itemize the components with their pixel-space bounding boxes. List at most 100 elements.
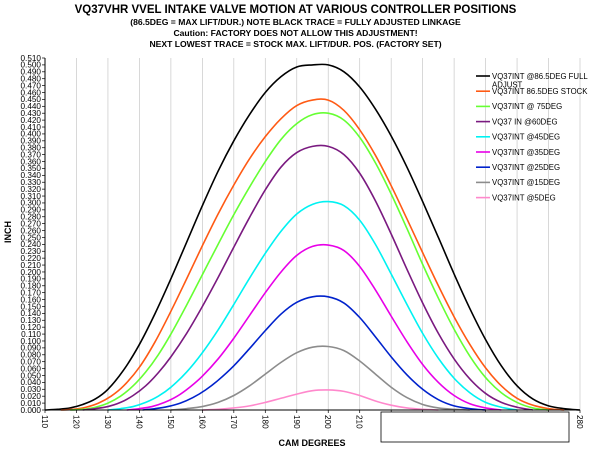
y-tick-label: 0.280: [21, 213, 42, 222]
y-tick-labels: 0.0000.0100.0200.0300.0400.0500.0600.070…: [21, 54, 45, 415]
y-tick-label: 0.270: [21, 219, 42, 228]
series-line: [44, 63, 581, 411]
y-tick-label: 0.020: [21, 392, 42, 401]
y-tick-label: 0.160: [21, 295, 42, 304]
y-tick-label: 0.110: [21, 330, 41, 339]
x-tick-label: 190: [292, 415, 301, 429]
legend-label: VQ37INT @25DEG: [492, 163, 560, 172]
x-tick-label: 210: [355, 415, 364, 429]
y-tick-label: 0.070: [21, 357, 42, 366]
legend-label: VQ37INT @ 75DEG: [492, 102, 562, 111]
x-tick-label: 200: [323, 415, 332, 429]
y-tick-label: 0.060: [21, 364, 42, 373]
y-tick-label: 0.440: [21, 102, 42, 111]
series-lines: [44, 63, 581, 411]
chart-subtitle-1: (86.5DEG = MAX LIFT/DUR.) NOTE BLACK TRA…: [130, 17, 461, 27]
legend-label: VQ37INT @86.5DEG FULL ADJUST: [492, 72, 588, 90]
y-tick-label: 0.320: [21, 185, 42, 194]
series-line: [202, 389, 439, 411]
chart-title: VQ37VHR VVEL INTAKE VALVE MOTION AT VARI…: [74, 4, 517, 16]
legend-label: VQ37 IN @60DEG: [492, 117, 558, 126]
chart-subtitle-2: Caution: FACTORY DOES NOT ALLOW THIS ADJ…: [173, 28, 418, 38]
legend-label-line: ADJUST: [492, 80, 523, 89]
legend-label-line: VQ37INT @25DEG: [492, 163, 560, 172]
y-tick-label: 0.390: [21, 137, 42, 146]
y-tick-label: 0.490: [21, 68, 42, 77]
y-axis-label: INCH: [3, 221, 13, 243]
y-tick-label: 0.050: [21, 371, 42, 380]
legend-label-line: VQ37INT @86.5DEG FULL: [492, 72, 588, 81]
chart-subtitle-3: NEXT LOWEST TRACE = STOCK MAX. LIFT/DUR.…: [149, 39, 442, 49]
y-tick-label: 0.450: [21, 95, 42, 104]
series-line: [70, 111, 549, 411]
y-tick-label: 0.030: [21, 385, 42, 394]
series-line: [107, 200, 518, 411]
series-line: [126, 243, 502, 411]
series-line: [170, 345, 470, 411]
axes: [44, 58, 580, 411]
y-tick-label: 0.400: [21, 130, 42, 139]
y-tick-label: 0.010: [21, 399, 42, 408]
legend-label: VQ37INT @15DEG: [492, 178, 560, 187]
x-tick-label: 170: [229, 415, 238, 429]
y-tick-label: 0.120: [21, 323, 42, 332]
y-tick-label: 0.420: [21, 116, 42, 125]
legend-label: VQ37INT @35DEG: [492, 148, 560, 157]
y-tick-label: 0.500: [21, 61, 42, 70]
legend-label-line: VQ37INT @ 75DEG: [492, 102, 562, 111]
legend-label-line: VQ37INT 86.5DEG STOCK: [492, 87, 588, 96]
y-tick-label: 0.410: [21, 123, 42, 132]
legend-label-line: VQ37 IN @60DEG: [492, 117, 558, 126]
y-tick-label: 0.380: [21, 144, 42, 153]
y-tick-label: 0.220: [21, 254, 42, 263]
x-tick-label: 180: [260, 415, 269, 429]
y-tick-label: 0.470: [21, 81, 42, 90]
x-tick-label: 110: [40, 415, 49, 428]
y-tick-label: 0.100: [21, 337, 42, 346]
y-tick-label: 0.370: [21, 150, 42, 159]
x-tick-label: 120: [71, 415, 80, 429]
legend-label-line: VQ37INT @15DEG: [492, 178, 560, 187]
y-tick-label: 0.480: [21, 75, 42, 84]
x-tick-label: 130: [103, 415, 112, 429]
y-tick-label: 0.190: [21, 275, 42, 284]
x-tick-label: 160: [197, 415, 206, 429]
redaction-box: [380, 411, 570, 443]
y-tick-label: 0.230: [21, 247, 42, 256]
grid-lines: [44, 58, 581, 410]
y-tick-label: 0.000: [21, 406, 42, 415]
legend-label-line: VQ37INT @45DEG: [492, 133, 560, 142]
y-tick-label: 0.150: [21, 302, 42, 311]
legend-label: VQ37INT @5DEG: [492, 193, 556, 202]
y-tick-label: 0.340: [21, 171, 42, 180]
legend-label-line: VQ37INT @5DEG: [492, 193, 556, 202]
x-tick-label: 140: [134, 415, 143, 429]
y-tick-label: 0.310: [21, 192, 42, 201]
y-tick-label: 0.140: [21, 309, 42, 318]
y-tick-label: 0.040: [21, 378, 42, 387]
y-tick-label: 0.360: [21, 157, 42, 166]
y-tick-label: 0.240: [21, 240, 42, 249]
x-tick-label: 150: [166, 415, 175, 429]
y-tick-label: 0.210: [21, 261, 42, 270]
y-tick-label: 0.510: [21, 54, 42, 63]
y-tick-label: 0.090: [21, 344, 42, 353]
y-tick-label: 0.300: [21, 199, 42, 208]
y-tick-label: 0.250: [21, 233, 42, 242]
series-line: [82, 144, 533, 411]
legend-label: VQ37INT 86.5DEG STOCK: [492, 87, 588, 96]
series-line: [60, 98, 565, 411]
series-line: [142, 295, 486, 411]
y-tick-label: 0.170: [21, 288, 42, 297]
legend-label-line: VQ37INT @35DEG: [492, 148, 560, 157]
y-tick-label: 0.200: [21, 268, 42, 277]
y-tick-label: 0.460: [21, 88, 42, 97]
legend-label: VQ37INT @45DEG: [492, 133, 560, 142]
x-tick-label: 280: [575, 415, 584, 429]
y-tick-label: 0.350: [21, 164, 42, 173]
chart-title-block: VQ37VHR VVEL INTAKE VALVE MOTION AT VARI…: [0, 3, 591, 50]
x-axis-label: CAM DEGREES: [278, 438, 345, 448]
y-tick-label: 0.430: [21, 109, 42, 118]
